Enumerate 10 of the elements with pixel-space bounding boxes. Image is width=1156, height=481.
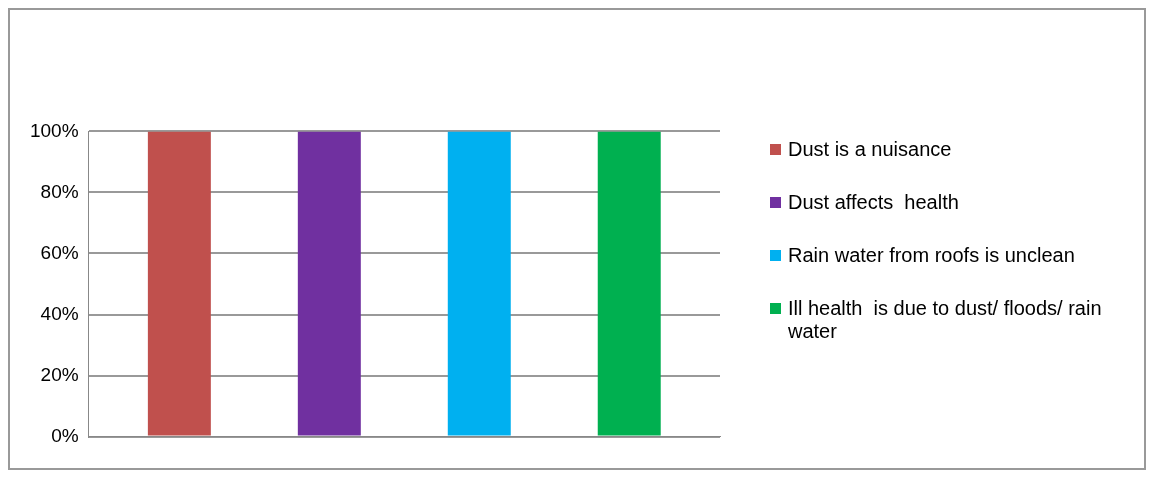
legend-label: Ill health is due to dust/ floods/ rain water xyxy=(788,297,1103,343)
legend-label: Dust is a nuisance xyxy=(788,138,952,161)
y-tick-label: 0% xyxy=(51,424,79,446)
y-tick-label: 60% xyxy=(40,241,79,263)
legend-label: Rain water from roofs is unclean xyxy=(788,244,1075,267)
y-tick-label: 40% xyxy=(40,302,79,324)
y-tick-label: 100% xyxy=(29,119,79,141)
y-tick-label: 20% xyxy=(40,363,79,385)
y-tick-label: 80% xyxy=(40,180,79,202)
legend-label: Dust affects health xyxy=(788,191,959,214)
